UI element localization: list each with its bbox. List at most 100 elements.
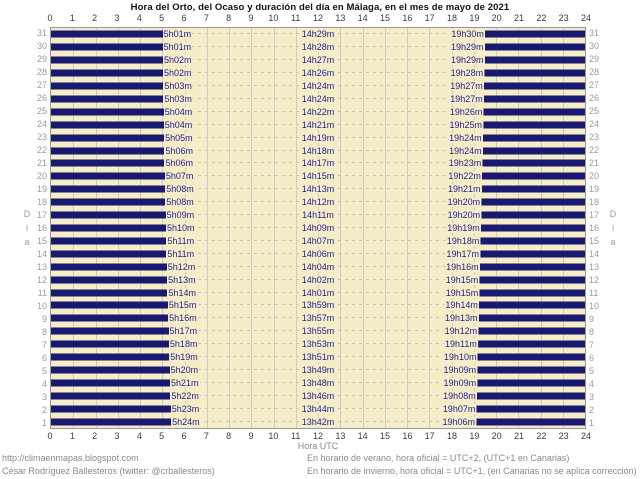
day-duration-label: 13h55m [300,326,336,337]
day-number: 8 [41,326,47,337]
day-row: 5h19m 13h51m 19h10m [51,351,585,364]
day-duration-label: 13h44m [300,403,336,414]
night-bar-before-sunrise [51,134,165,142]
sunrise-time-label: 5h10m [165,222,196,233]
day-number: 11 [37,287,47,298]
sunset-time-label: 19h13m [444,313,479,324]
day-number: 31 [589,28,600,39]
footer-author: César Rodríguez Ballesteros (twitter: @c… [2,466,215,476]
sunset-time-label: 19h23m [447,158,483,169]
hour-tick-label: 10 [268,431,279,441]
night-bar-before-sunrise [51,56,163,64]
sunset-time-label: 19h15m [444,274,480,285]
night-bar-after-sunset [484,69,585,77]
night-bar-after-sunset [480,237,585,245]
night-bar-after-sunset [481,198,585,206]
night-bar-before-sunrise [51,405,171,413]
hour-tick-label: 9 [248,13,254,23]
day-number: 26 [589,93,600,104]
day-number: 14 [36,248,47,259]
night-bar-after-sunset [475,418,585,426]
sunset-time-label: 19h16m [445,261,480,272]
sunrise-time-label: 5h14m [167,287,197,298]
day-row: 5h14m 14h01m 19h15m [51,286,585,299]
hour-tick-label: 21 [513,13,525,23]
day-duration-label: 14h21m [300,119,336,130]
sunrise-time-label: 5h18m [168,339,199,350]
sunset-time-label: 19h06m [441,416,476,427]
hour-tick-label: 7 [203,13,209,23]
hour-tick-label: 8 [226,13,232,23]
day-number: 17 [589,210,600,221]
hour-tick-label: 20 [491,13,502,23]
hour-gridline [206,28,208,428]
night-bar-before-sunrise [51,224,166,232]
sunset-time-label: 19h17m [445,248,481,259]
hour-tick-label: 3 [114,13,120,23]
day-number: 17 [36,210,47,221]
day-number: 20 [36,171,47,182]
night-bar-after-sunset [478,301,585,309]
y-axis-days-right: 31 30 29 28 27 26 25 24 23 22 21 20 19 18 17 16 15 14 13 12… [588,27,608,429]
day-number: 2 [589,404,595,415]
plot-area: 5h01m 14h29m 19h30m 5h01m 14h28m 19h29m 5h02m 1… [50,27,586,429]
night-bar-before-sunrise [51,211,166,219]
hour-gridline [229,28,230,428]
night-bar-after-sunset [482,147,585,155]
night-bar-after-sunset [483,121,585,129]
hour-tick-label: 18 [446,13,458,23]
day-number: 6 [589,352,595,363]
day-number: 1 [41,417,47,428]
night-bar-after-sunset [480,250,585,258]
day-row: 5h24m 13h42m 19h06m [51,415,585,428]
day-number: 4 [589,378,595,389]
sunrise-time-label: 5h07m [164,171,195,182]
night-bar-before-sunrise [51,289,168,296]
day-duration-label: 14h26m [300,68,336,79]
sunset-time-label: 19h25m [448,119,484,130]
day-number: 19 [36,184,47,195]
day-number: 4 [41,378,47,389]
sunset-time-label: 19h11m [443,339,478,350]
night-bar-before-sunrise [51,43,163,51]
night-bar-after-sunset [481,211,585,219]
day-duration-label: 14h22m [300,106,336,117]
day-number: 10 [36,300,47,311]
day-number: 6 [41,352,47,363]
hour-gridline [362,28,364,428]
sunrise-time-label: 5h02m [162,68,193,79]
hour-gridline [273,28,275,428]
night-bar-after-sunset [477,340,585,348]
hour-tick-label: 16 [402,13,413,23]
day-number: 12 [36,274,47,285]
hour-gridline [295,28,297,428]
sunrise-time-label: 5h08m [165,197,195,208]
sunrise-time-label: 5h13m [167,274,197,285]
sunrise-time-label: 5h11m [166,248,196,259]
y-axis-title-char: í [611,223,615,233]
sunset-time-label: 19h08m [442,390,477,401]
day-row: 5h02m 14h26m 19h28m [51,67,585,80]
sunrise-time-label: 5h21m [170,377,200,388]
sunrise-time-label: 5h01m [162,29,193,40]
night-bar-before-sunrise [51,69,163,77]
sunrise-time-label: 5h05m [164,132,194,143]
sunset-time-label: 19h20m [446,210,482,221]
day-row: 5h01m 14h28m 19h29m [51,41,585,54]
night-bar-before-sunrise [51,340,169,348]
day-number: 28 [589,67,600,78]
day-duration-label: 13h53m [300,339,336,350]
sunrise-time-label: 5h11m [166,235,196,246]
sunrise-time-label: 5h06m [164,145,194,156]
day-number: 16 [589,222,600,233]
hour-tick-label: 0 [47,431,53,441]
day-number: 22 [36,145,47,156]
hour-tick-label: 3 [114,431,120,441]
sunset-time-label: 19h19m [446,222,481,233]
day-duration-label: 14h11m [301,210,335,221]
day-duration-label: 14h29m [300,29,336,40]
hour-tick-label: 11 [290,431,301,441]
sunrise-time-label: 5h12m [166,261,197,272]
day-duration-label: 14h19m [300,132,336,143]
sunset-time-label: 19h29m [449,42,485,53]
